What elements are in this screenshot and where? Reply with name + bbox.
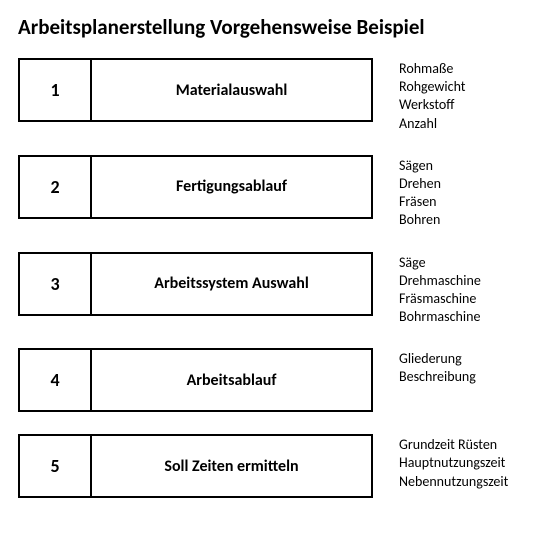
step-box: 2Fertigungsablauf	[18, 155, 373, 219]
detail-item: Sägen	[399, 157, 441, 175]
step-row: 1Materialauswahl RohmaßeRohgewichtWerksto…	[18, 58, 523, 133]
step-number: 1	[20, 60, 92, 120]
step-row: 3Arbeitssystem Auswahl SägeDrehmaschineFr…	[18, 252, 523, 327]
step-details: Grundzeit RüstenHauptnutzungszeitNebennu…	[399, 434, 508, 491]
step-details: SägenDrehenFräsenBohren	[399, 155, 441, 230]
steps-container: 1Materialauswahl RohmaßeRohgewichtWerksto…	[18, 58, 523, 498]
detail-item: Bohren	[399, 211, 441, 229]
detail-item: Nebennutzungszeit	[399, 473, 508, 491]
step-row: 4Arbeitsablauf GliederungBeschreibung	[18, 348, 523, 412]
detail-item: Säge	[399, 254, 481, 272]
step-label: Fertigungsablauf	[92, 157, 371, 217]
detail-item: Fräsen	[399, 193, 441, 211]
step-box: 3Arbeitssystem Auswahl	[18, 252, 373, 316]
detail-item: Fräsmaschine	[399, 290, 481, 308]
step-details: SägeDrehmaschineFräsmaschineBohrmaschine	[399, 252, 481, 327]
detail-item: Grundzeit Rüsten	[399, 436, 508, 454]
step-row: 5Soll Zeiten ermitteln Grundzeit RüstenHa…	[18, 434, 523, 498]
step-label: Soll Zeiten ermitteln	[92, 436, 371, 496]
detail-item: Rohgewicht	[399, 78, 465, 96]
step-box: 4Arbeitsablauf	[18, 348, 373, 412]
detail-item: Drehmaschine	[399, 272, 481, 290]
step-number: 5	[20, 436, 92, 496]
step-details: GliederungBeschreibung	[399, 348, 476, 386]
step-number: 2	[20, 157, 92, 217]
step-label: Arbeitsablauf	[92, 350, 371, 410]
detail-item: Gliederung	[399, 350, 476, 368]
step-label: Arbeitssystem Auswahl	[92, 254, 371, 314]
detail-item: Anzahl	[399, 115, 465, 133]
step-box: 1Materialauswahl	[18, 58, 373, 122]
detail-item: Bohrmaschine	[399, 308, 481, 326]
step-number: 3	[20, 254, 92, 314]
step-box: 5Soll Zeiten ermitteln	[18, 434, 373, 498]
step-label: Materialauswahl	[92, 60, 371, 120]
detail-item: Drehen	[399, 175, 441, 193]
detail-item: Hauptnutzungszeit	[399, 454, 508, 472]
page-title: Arbeitsplanerstellung Vorgehensweise Bei…	[18, 14, 523, 40]
detail-item: Beschreibung	[399, 368, 476, 386]
step-details: RohmaßeRohgewichtWerkstoffAnzahl	[399, 58, 465, 133]
detail-item: Werkstoff	[399, 96, 465, 114]
step-number: 4	[20, 350, 92, 410]
detail-item: Rohmaße	[399, 60, 465, 78]
step-row: 2Fertigungsablauf SägenDrehenFräsenBohren	[18, 155, 523, 230]
